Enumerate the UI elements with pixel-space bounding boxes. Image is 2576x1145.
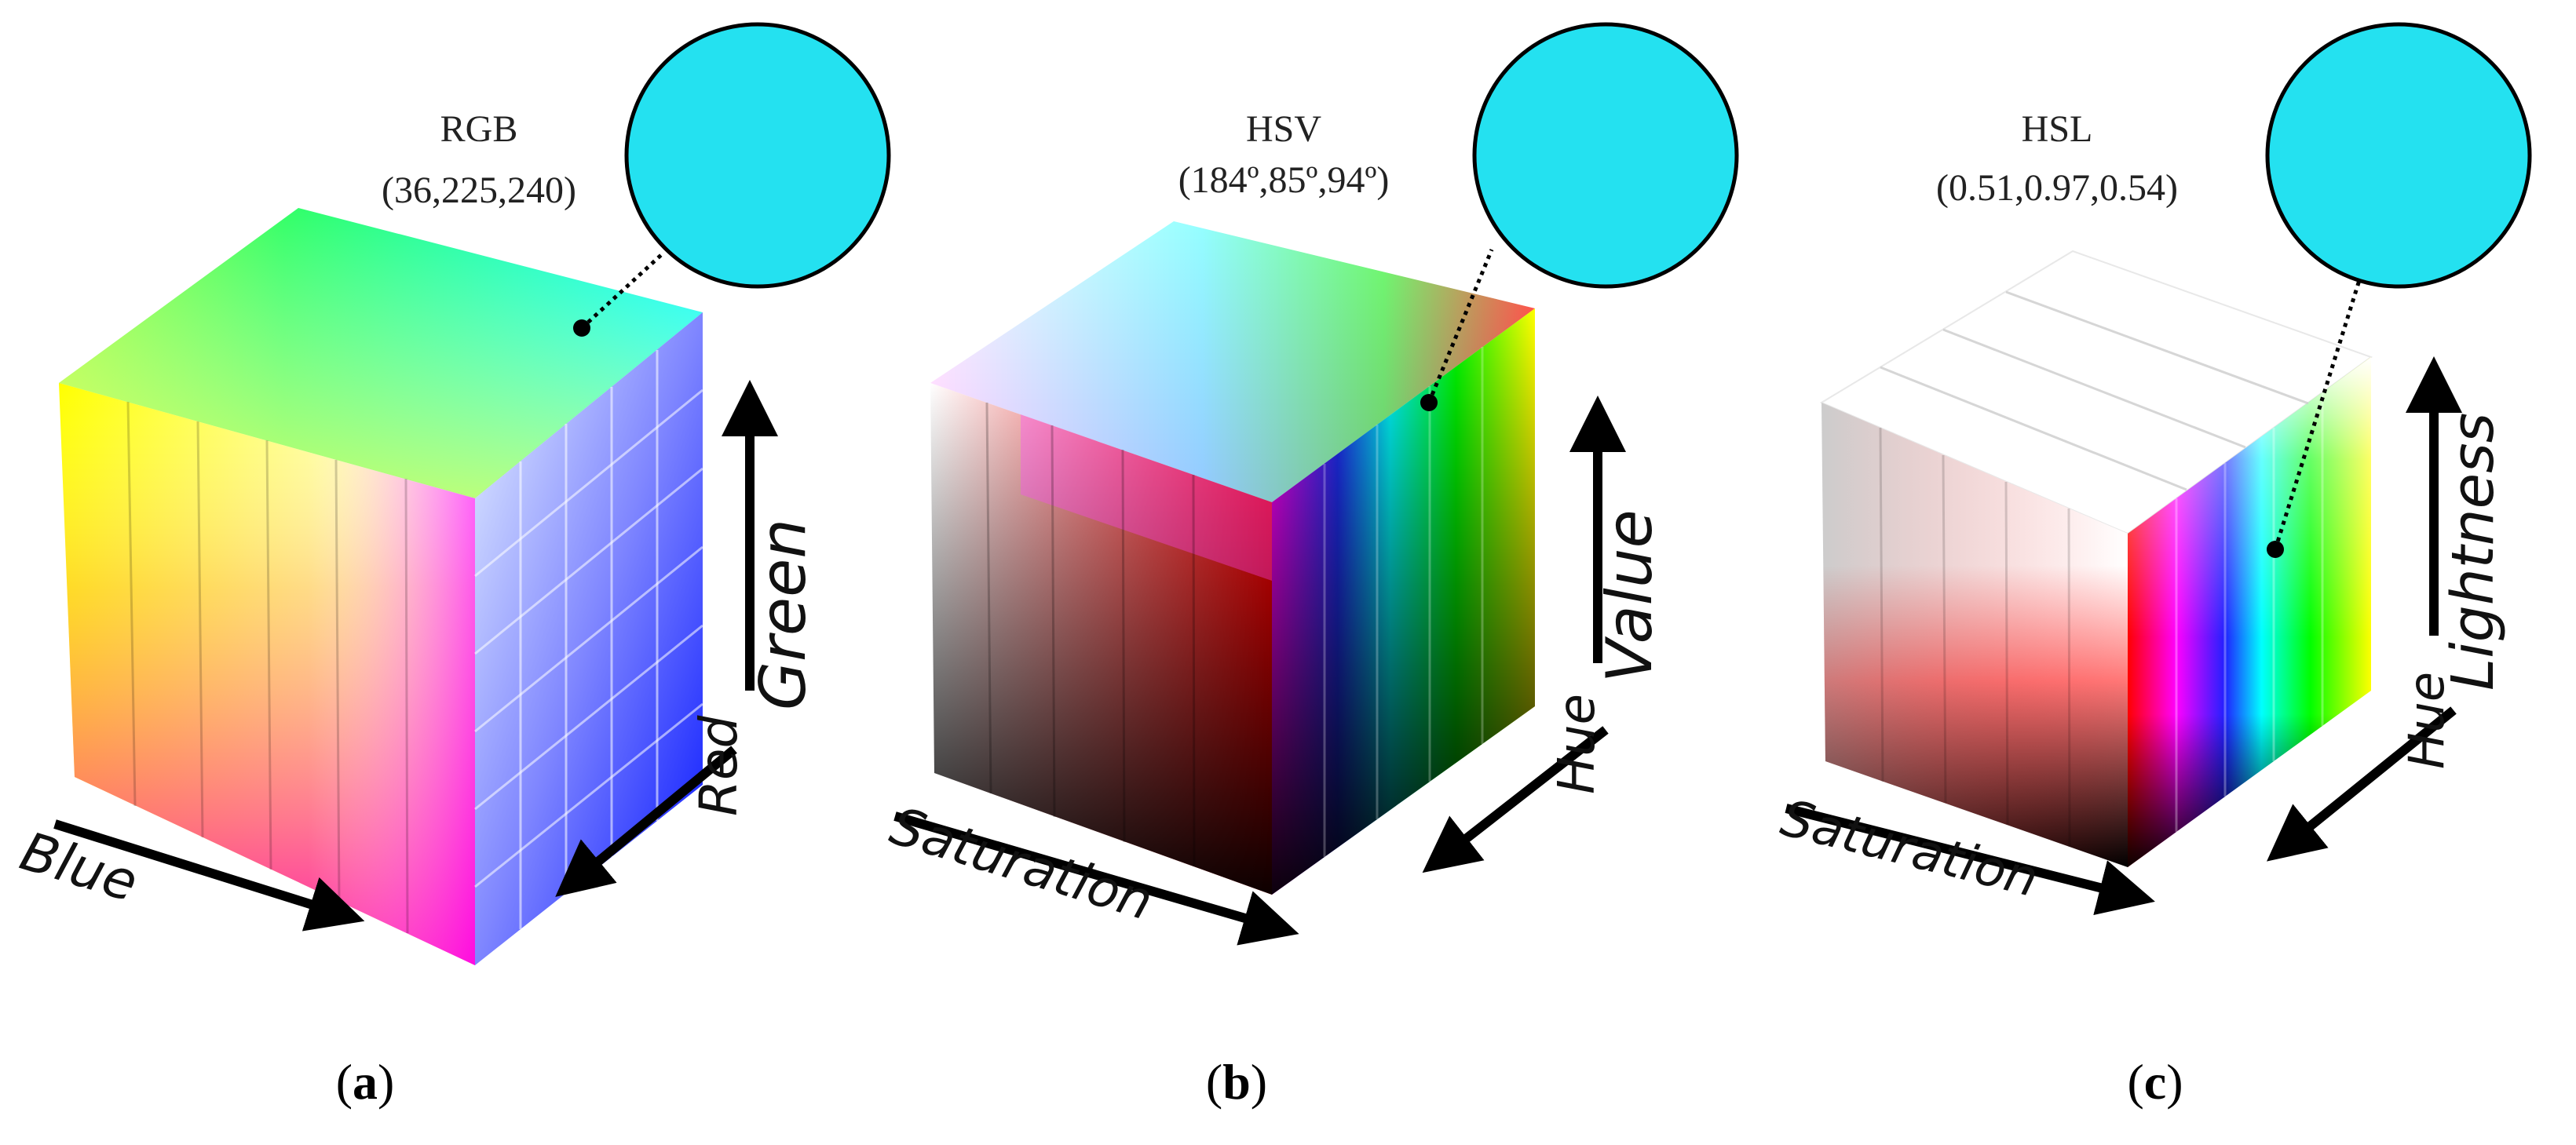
hsv-model-name: HSV <box>1246 108 1321 150</box>
hsl-slab-lines <box>1879 427 2071 848</box>
rgb-cube <box>59 208 703 965</box>
panel-hsv: HSV (184º,85º,94º) Saturation Hue Value … <box>883 22 1739 1110</box>
hsv-sample-point <box>1420 394 1438 411</box>
hsl-axis-hue-label: Hue <box>2398 672 2455 769</box>
rgb-axis-green-label: Green <box>747 519 820 710</box>
hsl-saturation-arrow <box>1785 804 2155 916</box>
rgb-sample-swatch <box>624 22 891 289</box>
hsl-cube <box>1819 250 2373 867</box>
hsl-model-value: (0.51,0.97,0.54) <box>1936 167 2178 209</box>
rgb-red-arrow <box>555 746 737 897</box>
rgb-model-value: (36,225,240) <box>382 170 576 211</box>
rgb-blue-arrow <box>53 819 365 932</box>
hsl-model-name: HSL <box>2022 108 2093 150</box>
rgb-axis-red-label: Red <box>689 715 749 816</box>
hsv-grid-lines <box>1323 347 1484 857</box>
caption-c: (c) <box>2127 1054 2183 1110</box>
rgb-model-name: RGB <box>440 108 518 150</box>
hsv-slab-lines <box>985 402 1196 867</box>
rgb-grid-lines <box>474 350 703 929</box>
hsl-hue-arrow <box>2267 706 2457 862</box>
hsl-top-lines <box>1880 290 2309 491</box>
hsv-saturation-arrow <box>893 811 1299 946</box>
hsl-sample-point <box>2267 541 2284 558</box>
hsl-axis-lightness-label: Lightness <box>2439 413 2507 691</box>
panel-hsl: HSL (0.51,0.97,0.54) Saturation Hue Ligh… <box>1775 22 2532 1110</box>
caption-a: (a) <box>336 1054 395 1110</box>
caption-b: (b) <box>1206 1054 1267 1110</box>
rgb-callout-line <box>580 253 663 330</box>
hsv-sample-swatch <box>1472 22 1739 289</box>
rgb-axis-blue-label: Blue <box>13 821 144 915</box>
hsv-callout-line <box>1427 249 1494 403</box>
rgb-slab-lines <box>126 401 409 934</box>
hsv-axis-value-label: Value <box>1593 509 1666 683</box>
hsv-cube <box>930 221 1535 895</box>
hsl-sample-swatch <box>2265 22 2532 289</box>
hsl-grid-lines <box>2175 392 2324 832</box>
hsv-axis-hue-label: Hue <box>1548 694 1606 794</box>
hsv-model-value: (184º,85º,94º) <box>1178 159 1390 201</box>
hsv-hue-arrow <box>1422 726 1609 873</box>
rgb-sample-point <box>573 319 590 337</box>
panel-rgb: RGB (36,225,240) Blue Red Green (a) <box>13 22 891 1110</box>
